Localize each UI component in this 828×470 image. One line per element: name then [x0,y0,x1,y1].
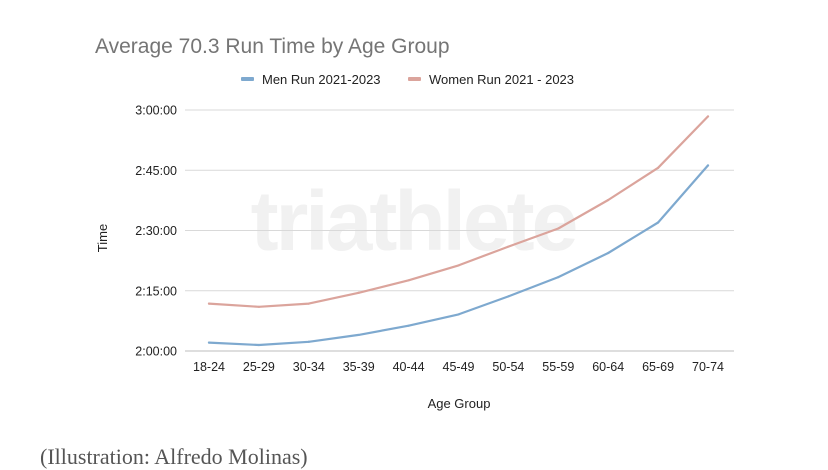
data-point [407,279,410,282]
data-point [657,221,660,224]
legend-label: Men Run 2021-2023 [262,72,381,87]
data-point [207,341,211,344]
legend: Men Run 2021-2023 Women Run 2021 - 2023 [241,72,574,87]
image-caption: (Illustration: Alfredo Molinas) [40,444,308,469]
legend-swatch [408,77,421,81]
data-point [557,227,560,230]
data-point [257,343,260,347]
x-tick-label: 45-49 [443,360,475,374]
data-point [257,305,260,308]
series-lines [207,115,710,347]
data-point [407,324,410,327]
watermark: triathlete [251,174,576,268]
x-tick-label: 65-69 [642,360,674,374]
y-tick-label: 3:00:00 [135,104,177,118]
series-2 [207,115,710,308]
data-point [457,264,460,267]
data-point [457,313,460,316]
y-tick-label: 2:45:00 [135,164,177,178]
data-point [307,302,310,305]
y-axis-title: Time [95,224,110,252]
gridlines [185,109,734,352]
x-tick-label: 18-24 [193,360,225,374]
x-axis-title: Age Group [428,396,491,411]
series-1 [207,164,710,347]
y-axis-ticks: 2:00:00 2:15:00 2:30:00 2:45:00 3:00:00 [135,104,177,359]
data-point [706,164,710,167]
x-tick-label: 55-59 [542,360,574,374]
data-point [207,302,211,305]
data-point [507,295,510,298]
x-tick-label: 25-29 [243,360,275,374]
data-point [607,251,610,255]
data-point [357,333,360,337]
data-point [357,291,360,294]
data-point [607,198,610,202]
legend-label: Women Run 2021 - 2023 [429,72,574,87]
y-tick-label: 2:00:00 [135,345,177,359]
data-point [706,115,710,118]
x-tick-label: 50-54 [492,360,524,374]
x-tick-label: 70-74 [692,360,724,374]
x-tick-label: 30-34 [293,360,325,374]
chart-title: Average 70.3 Run Time by Age Group [95,35,450,58]
legend-swatch [241,77,254,81]
x-tick-label: 35-39 [343,360,375,374]
y-tick-label: 2:15:00 [135,284,177,298]
data-point [507,245,510,248]
y-tick-label: 2:30:00 [135,224,177,238]
x-tick-label: 60-64 [592,360,624,374]
x-axis-ticks: 18-24 25-29 30-34 35-39 40-44 45-49 50-54 55-59… [193,360,724,374]
data-point [557,275,560,279]
data-point [657,166,660,169]
data-point [307,340,310,343]
x-tick-label: 40-44 [393,360,425,374]
